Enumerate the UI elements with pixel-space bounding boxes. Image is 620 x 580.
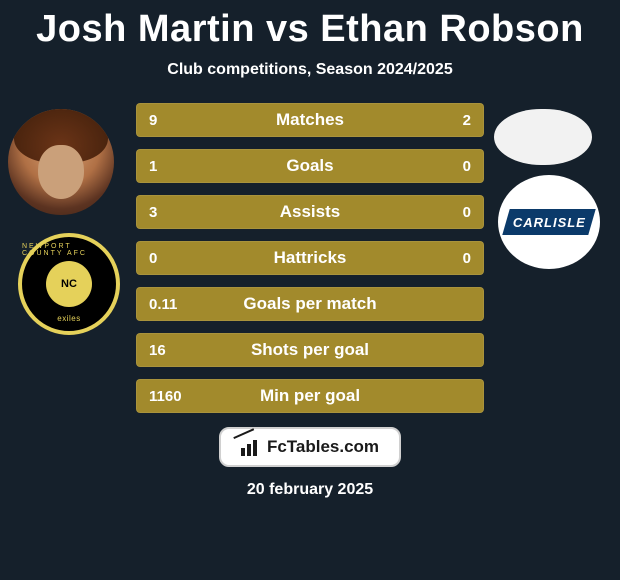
player-right-avatar bbox=[494, 109, 592, 165]
stat-right-value: 0 bbox=[463, 250, 471, 267]
stat-row-assists: 3 Assists 0 bbox=[136, 195, 484, 229]
crest-left-bottom-text: exiles bbox=[57, 314, 80, 323]
chart-icon bbox=[241, 438, 261, 456]
stat-left-value: 0.11 bbox=[149, 296, 177, 313]
page-title: Josh Martin vs Ethan Robson bbox=[0, 8, 620, 51]
crest-right-badge-text: CARLISLE bbox=[513, 215, 586, 230]
crest-left-top-text: NEWPORT COUNTY AFC bbox=[22, 243, 116, 257]
stat-row-shots-per-goal: 16 Shots per goal bbox=[136, 333, 484, 367]
stat-left-value: 1 bbox=[149, 158, 157, 175]
crest-right-badge: CARLISLE bbox=[502, 209, 595, 235]
stat-label: Goals per match bbox=[243, 294, 376, 314]
stat-label: Matches bbox=[276, 110, 344, 130]
stat-right-value: 0 bbox=[463, 158, 471, 175]
crest-left-inner: NC bbox=[46, 261, 92, 307]
stat-label: Assists bbox=[280, 202, 340, 222]
stat-row-min-per-goal: 1160 Min per goal bbox=[136, 379, 484, 413]
stat-label: Min per goal bbox=[260, 386, 360, 406]
stat-left-value: 9 bbox=[149, 112, 157, 129]
stat-left-value: 0 bbox=[149, 250, 157, 267]
player-left-avatar bbox=[8, 109, 114, 215]
stat-left-value: 16 bbox=[149, 342, 166, 359]
stat-right-value: 2 bbox=[463, 112, 471, 129]
stats-bars: 9 Matches 2 1 Goals 0 3 Assists 0 0 Hatt… bbox=[136, 103, 484, 413]
stat-label: Hattricks bbox=[274, 248, 347, 268]
comparison-panel: NEWPORT COUNTY AFC NC exiles CARLISLE 9 … bbox=[0, 103, 620, 413]
stat-right-value: 0 bbox=[463, 204, 471, 221]
stat-label: Goals bbox=[286, 156, 333, 176]
logo-text: FcTables.com bbox=[267, 437, 379, 457]
stat-row-goals: 1 Goals 0 bbox=[136, 149, 484, 183]
player-right-club-crest: CARLISLE bbox=[498, 175, 600, 269]
footer-date: 20 february 2025 bbox=[0, 481, 620, 499]
stat-label: Shots per goal bbox=[251, 340, 369, 360]
stat-row-hattricks: 0 Hattricks 0 bbox=[136, 241, 484, 275]
page-subtitle: Club competitions, Season 2024/2025 bbox=[0, 61, 620, 79]
fctables-logo: FcTables.com bbox=[219, 427, 401, 467]
stat-row-matches: 9 Matches 2 bbox=[136, 103, 484, 137]
stat-row-goals-per-match: 0.11 Goals per match bbox=[136, 287, 484, 321]
player-left-club-crest: NEWPORT COUNTY AFC NC exiles bbox=[18, 233, 120, 335]
stat-left-value: 3 bbox=[149, 204, 157, 221]
stat-left-value: 1160 bbox=[149, 388, 182, 405]
